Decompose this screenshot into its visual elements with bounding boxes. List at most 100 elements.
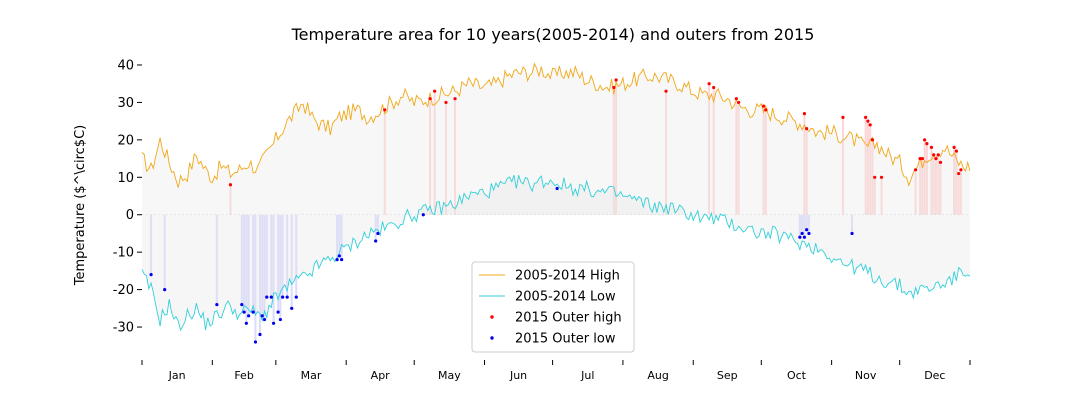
outer-high-bar: [454, 98, 457, 215]
outer-low-bar: [243, 214, 246, 313]
outer-high-bar: [869, 124, 872, 215]
outer-low-point: [290, 306, 294, 310]
outer-low-bar: [803, 214, 806, 238]
outer-high-point: [932, 153, 936, 157]
outer-high-bar: [803, 113, 806, 215]
y-tick-label: 10: [117, 171, 134, 186]
outer-high-point: [938, 160, 943, 164]
outer-low-point: [258, 332, 262, 337]
outer-low-bar: [851, 214, 854, 234]
outer-high-bar: [914, 169, 917, 215]
outer-high-point: [870, 138, 875, 142]
outer-high-point: [957, 171, 961, 176]
legend-point-swatch: [490, 336, 494, 340]
outer-low-bar: [286, 214, 289, 298]
outer-high-point: [802, 112, 807, 116]
outer-high-bar: [737, 102, 740, 215]
outer-high-point: [918, 156, 922, 161]
chart-title: Temperature area for 10 years(2005-2014)…: [291, 25, 815, 44]
outer-high-point: [383, 108, 387, 112]
outer-high-bar: [444, 102, 447, 215]
outer-high-point: [866, 119, 870, 123]
outer-low-bar: [272, 214, 275, 324]
outer-low-point: [281, 295, 285, 299]
legend: 2005-2014 High 2005-2014 Low 2015 Outer hi…: [471, 261, 635, 353]
outer-low-point: [247, 314, 251, 318]
outer-low-bar: [150, 214, 153, 275]
y-tick-label: 30: [117, 96, 134, 111]
outer-high-point: [228, 183, 233, 187]
legend-label: 2005-2014 High: [515, 269, 620, 284]
month-label: Dec: [924, 369, 945, 382]
month-label: Aug: [647, 369, 668, 382]
outer-low-point: [251, 310, 255, 314]
outer-high-bar: [615, 79, 618, 215]
outer-high-bar: [932, 154, 935, 215]
outer-low-point: [807, 231, 811, 236]
outer-low-point: [242, 310, 246, 314]
outer-low-point: [163, 288, 167, 292]
outer-high-point: [707, 82, 711, 86]
outer-low-bar: [295, 214, 298, 298]
outer-low-point: [337, 254, 341, 258]
outer-high-point: [614, 78, 618, 82]
low-area-fill: [142, 175, 970, 331]
month-label: Oct: [787, 369, 807, 382]
outer-low-bar: [805, 214, 808, 230]
outer-low-bar: [374, 214, 377, 241]
outer-high-point: [936, 153, 940, 157]
y-tick-label: 0: [126, 208, 134, 223]
outer-low-bar: [281, 214, 284, 298]
outer-low-point: [244, 321, 248, 325]
month-label: Nov: [855, 369, 877, 382]
outer-high-point: [428, 97, 432, 101]
outer-low-bar: [798, 214, 801, 238]
outer-high-point: [873, 175, 877, 179]
outer-high-bar: [919, 158, 922, 215]
month-label: Apr: [371, 369, 391, 382]
outer-low-point: [802, 235, 807, 239]
legend-label: 2015 Outer high: [515, 311, 622, 326]
outer-high-bar: [433, 91, 436, 215]
outer-high-bar: [939, 162, 942, 215]
outer-low-point: [376, 231, 380, 236]
outer-low-bar: [807, 214, 810, 234]
outer-high-bar: [934, 158, 937, 215]
outer-high-point: [920, 156, 924, 161]
month-label: Jan: [168, 369, 186, 382]
high-area-fill: [142, 63, 970, 215]
outer-high-bar: [959, 169, 962, 215]
outer-high-bar: [383, 109, 386, 215]
outer-low-point: [253, 340, 258, 344]
month-label: Feb: [234, 369, 253, 382]
outer-low-point: [285, 295, 289, 299]
legend-box: [471, 261, 635, 353]
outer-low-bar: [245, 214, 248, 324]
outer-high-point: [453, 97, 457, 101]
outer-low-point: [276, 310, 280, 314]
outer-low-bar: [258, 214, 261, 335]
outer-high-bar: [762, 106, 765, 215]
outer-high-point: [764, 108, 768, 112]
outer-low-point: [335, 258, 339, 262]
outer-low-point: [265, 295, 269, 299]
outer-high-point: [929, 145, 934, 149]
outer-low-bar: [215, 214, 218, 305]
outer-high-point: [444, 100, 448, 105]
outer-low-bar: [163, 214, 166, 290]
y-tick-label: -20: [113, 283, 134, 298]
outer-low-point: [215, 302, 219, 307]
outer-low-point: [260, 314, 264, 318]
low-series-line: [141, 175, 971, 332]
outer-high-bar: [871, 139, 874, 215]
outer-low-bar: [263, 214, 266, 320]
outer-high-point: [664, 89, 668, 93]
outer-low-point: [262, 317, 267, 322]
y-tick-label: 20: [117, 133, 134, 148]
outer-high-point: [737, 100, 741, 105]
outer-high-point: [868, 123, 872, 127]
outer-high-point: [923, 138, 927, 142]
outer-low-bar: [270, 214, 273, 298]
outer-high-point: [934, 156, 938, 161]
